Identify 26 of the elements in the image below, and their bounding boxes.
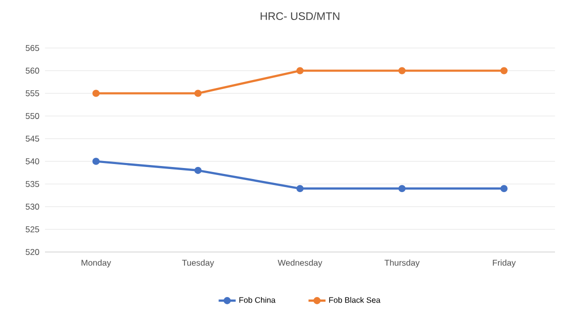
y-tick-label: 545 bbox=[26, 136, 40, 142]
point bbox=[194, 166, 202, 174]
x-tick-label: Tuesday bbox=[182, 260, 214, 268]
y-tick-label: 540 bbox=[26, 158, 40, 164]
point bbox=[92, 90, 100, 97]
y-tick-label: 565 bbox=[26, 45, 40, 51]
point bbox=[92, 158, 100, 165]
y-tick-label: 520 bbox=[26, 249, 40, 255]
point bbox=[500, 184, 508, 192]
x-tick-label: Friday bbox=[492, 260, 516, 268]
point bbox=[398, 184, 406, 192]
point bbox=[296, 67, 304, 74]
y-tick-label: 535 bbox=[26, 181, 40, 187]
chart-title: HRC- USD/MTN bbox=[260, 12, 340, 20]
x-tick-label: Wednesday bbox=[278, 260, 322, 268]
x-tick-label: Thursday bbox=[384, 260, 420, 268]
y-tick-label: 550 bbox=[26, 113, 40, 119]
y-tick-label: 530 bbox=[26, 204, 40, 210]
point bbox=[194, 90, 202, 97]
y-tick-label: 525 bbox=[26, 226, 40, 232]
y-tick-label: 555 bbox=[26, 90, 40, 96]
point bbox=[500, 67, 508, 74]
y-tick-label: 560 bbox=[26, 68, 40, 74]
point bbox=[296, 184, 304, 192]
x-tick-label: Monday bbox=[82, 260, 112, 268]
point bbox=[398, 67, 406, 74]
